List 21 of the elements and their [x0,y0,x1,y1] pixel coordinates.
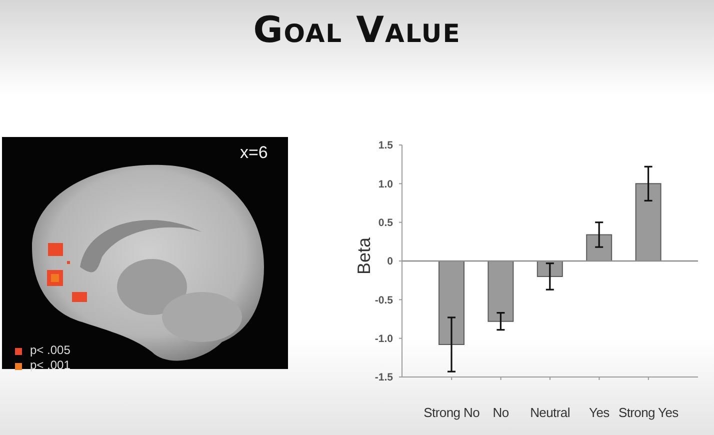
x-tick-label: Yes [589,405,610,420]
y-tick-label: -1.0 [374,333,394,346]
x-tick-label: Strong Yes [618,405,680,420]
bar [635,183,662,262]
y-tick-label: 0 [387,256,394,268]
text: p< .005 [30,343,70,358]
y-tick-label: -0.5 [374,294,394,306]
text: p< .001 [30,358,70,372]
x-tick-label: No [492,405,509,420]
x-tick-label: Strong No [424,405,480,420]
x-tick-label: Neutral [530,405,570,420]
chart-title: Goal Value [252,9,462,53]
y-tick-label: 1.0 [378,178,394,190]
bar [488,260,514,322]
bar [586,234,612,262]
text: x=6 [240,143,268,163]
y-axis-title: Beta [354,237,374,275]
y-tick-label: 0.5 [378,217,394,230]
y-tick-label: 1.5 [378,140,394,152]
y-tick-label: -1.5 [374,372,394,384]
bar [438,260,464,346]
